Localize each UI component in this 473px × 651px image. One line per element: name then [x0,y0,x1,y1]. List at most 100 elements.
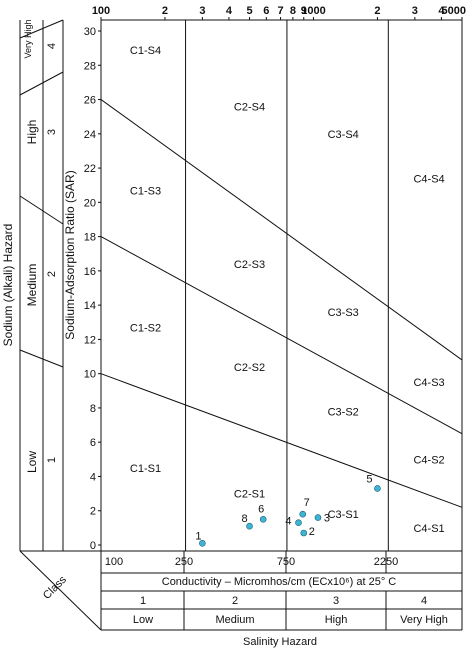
class-divider [19,71,64,96]
x-top-tick-label: 2 [162,5,168,17]
salinity-class-name: High [325,614,348,626]
data-point-label: 8 [241,513,247,525]
data-point [295,519,302,527]
y-tick-label: 0 [90,540,96,552]
x-top-tick-label: 4 [226,5,233,17]
region-label: C3-S1 [328,509,359,521]
y-tick-label: 6 [90,437,96,449]
y-tick-label: 8 [90,403,96,415]
data-point [314,514,322,521]
sodium-class-number: 3 [46,129,58,135]
plot-border [100,19,463,552]
region-label: C1-S3 [130,185,161,197]
salinity-class-boundaries [185,20,389,551]
y-tick-label: 26 [84,95,96,107]
sodium-hazard-title: Sodium (Alkali) Hazard [1,224,15,347]
region-label: C1-S1 [130,463,161,475]
boundary-line [100,236,463,435]
data-point-label: 4 [285,516,291,528]
data-point-label: 2 [309,526,315,538]
y-tick-label: 18 [84,232,96,244]
y-tick-label: 4 [90,471,96,483]
x-bottom-tick-label: 250 [175,556,193,568]
salinity-class-number: 2 [232,595,238,607]
y-tick-label: 22 [84,163,96,175]
y-tick-label: 30 [84,26,96,38]
sodium-class-number: 1 [46,457,58,463]
salinity-class-number: 4 [421,595,427,607]
x-top-tick-label: 4 [438,5,445,17]
region-label: C2-S3 [234,259,265,271]
data-point-label: 3 [324,513,330,525]
data-point-label: 6 [258,503,264,515]
y-tick-label: 28 [84,60,96,72]
salinity-class-number: 3 [333,595,339,607]
salinity-class-name: Medium [215,614,254,626]
data-point-label: 5 [366,473,372,485]
y-tick-label: 20 [84,197,96,209]
sodium-hazard-panel: Sodium (Alkali) Hazard Very High 4 High … [1,19,101,552]
x-bottom-tick-label: 2250 [374,556,398,568]
data-point [374,485,381,492]
x-top-tick-label: 3 [412,5,418,17]
region-label: C3-S4 [328,129,359,141]
x-top-tick-label: 5 [246,5,252,17]
region-label: C2-S4 [234,101,265,113]
y-tick-label: 2 [90,506,96,518]
data-point [259,515,267,523]
salinity-hazard-title: Salinity Hazard [243,636,317,648]
boundary-line [100,373,463,508]
x-top-tick-label: 8 [290,5,296,17]
sodium-class-name: Very High [23,19,33,58]
x-top-tick-label: 7 [278,5,284,17]
y-tick-label: 12 [84,334,96,346]
salinity-class-name: Very High [400,614,448,626]
x-top-tick-label: 2 [374,5,380,17]
data-point [246,522,253,530]
salinity-hazard-panel: Class 100 250 750 2250 Conductivity – Mi… [19,550,463,648]
region-label: C1-S2 [130,322,161,334]
x-top-tick-label: 3 [199,5,205,17]
x-bottom-tick-label: 100 [105,556,123,568]
region-label: C2-S2 [234,362,265,374]
data-point [300,529,308,537]
y-tick-label: 16 [84,266,96,278]
region-label: C4-S3 [413,377,444,389]
x-top-tick-label: 100 [92,5,110,17]
salinity-class-name: Low [133,614,153,626]
class-label: Class [41,574,69,602]
sodium-class-number: 2 [46,271,58,277]
class-divider [19,349,64,368]
x-bottom-tick-label: 750 [277,556,295,568]
data-point [299,510,307,518]
y-tick-label: 14 [84,300,96,312]
x-top-tick-label: 9 [301,5,307,17]
class-diagonal [19,550,102,631]
y-tick-label: 10 [84,369,96,381]
boundary-line [100,99,463,361]
data-point-label: 7 [304,497,310,509]
sodium-class-name: High [25,120,39,145]
region-label: C1-S4 [130,45,161,57]
sodium-boundary-lines [100,99,463,508]
region-label: C4-S1 [413,523,444,535]
x-top-tick-label: 6 [263,5,269,17]
region-labels: C1-S4 C2-S4 C3-S4 C4-S4 C1-S3 C2-S3 C3-S3 C4-S3… [130,45,445,535]
sodium-class-number: 4 [46,43,58,49]
region-label: C2-S1 [234,489,265,501]
data-point [199,539,206,547]
region-label: C4-S2 [413,454,444,466]
x-top-tick-label: 1000 [301,5,325,17]
y-axis-title: Sodium-Adsorption Ratio (SAR) [63,170,77,339]
class-divider [19,19,64,39]
salinity-class-number: 1 [140,595,146,607]
region-label: C3-S2 [328,406,359,418]
region-label: C3-S3 [328,307,359,319]
class-divider [19,195,64,225]
y-tick-label: 24 [84,129,96,141]
sodium-class-name: Low [25,451,39,473]
